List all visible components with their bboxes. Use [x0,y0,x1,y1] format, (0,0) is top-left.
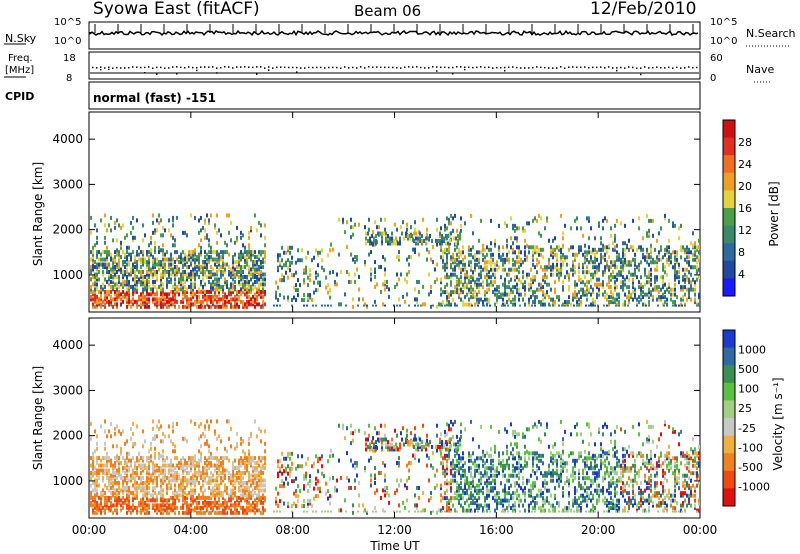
colorbar-swatch [723,435,735,454]
velocity-colorbar-label: Velocity [m s⁻¹] [771,377,785,470]
colorbar-swatch [723,208,735,227]
colorbar-swatch [723,382,735,401]
velocity-colorbar-tick: -1000 [738,480,770,493]
beam-label: Beam 06 [354,2,422,20]
velocity-colorbar-tick: 25 [738,402,752,415]
colorbar-swatch [723,155,735,174]
velocity-colorbar-tick: -100 [738,441,763,454]
cpid-text: normal (fast) -151 [93,91,216,105]
velocity-colorbar-tick: 100 [738,383,759,396]
y-tick-label: 4000 [52,132,83,146]
nave-tick-bottom: 0 [710,73,717,84]
x-axis-label: Time UT [369,539,420,553]
cpid-panel [88,81,701,110]
power-colorbar-tick: 8 [738,246,745,259]
power-colorbar: 4 8 12 16 20 24 28 Power [dB] [722,119,781,297]
velocity-colorbar-tick: 1000 [738,344,766,357]
y-tick-label: 2000 [52,429,83,443]
x-tick-label: 20:00 [581,523,616,537]
y-tick-label: 2000 [52,223,83,237]
colorbar-swatch [723,120,735,139]
nave-tick-top: 60 [710,53,723,64]
power-colorbar-label: Power [dB] [767,181,781,246]
colorbar-swatch [723,243,735,262]
y-tick-label: 3000 [52,177,83,191]
x-tick-label: 00:00 [72,523,107,537]
colorbar-swatch [723,225,735,244]
power-colorbar-tick: 24 [738,158,752,171]
colorbar-swatch [723,137,735,156]
freq-panel [4,51,772,83]
nsky-panel [4,21,790,50]
y-tick-label: 3000 [52,383,83,397]
freq-tick-bottom: 8 [66,73,73,84]
colorbar-swatch [723,278,735,297]
freq-label-line2: [MHz] [5,65,35,76]
y-tick-label: 4000 [52,338,83,352]
x-tick-label: 08:00 [275,523,310,537]
date-label: 12/Feb/2010 [590,0,697,19]
freq-tick-top: 18 [63,53,76,64]
velocity-ylabel: Slant Range [km] [31,366,45,470]
nsky-tick-bottom: 10^0 [54,36,82,47]
velocity-colorbar-tick: 500 [738,363,759,376]
velocity-colorbar-tick: -500 [738,461,763,474]
nsky-label: N.Sky [5,32,37,45]
velocity-panel: 1000 2000 3000 4000 00:00 04:00 08:00 12:00 16:… [52,112,717,537]
power-colorbar-tick: 4 [738,268,745,281]
power-colorbar-tick: 20 [738,180,752,193]
colorbar-swatch [723,470,735,489]
colorbar-swatch [723,172,735,191]
nave-label: Nave [746,63,775,76]
power-ylabel: Slant Range [km] [31,162,45,266]
freq-label-line1: Freq. [8,53,33,64]
nsearch-label: N.Search [746,27,796,40]
colorbar-swatch [723,330,735,349]
power-colorbar-tick: 12 [738,224,752,237]
x-tick-label: 12:00 [377,523,412,537]
x-tick-label: 16:00 [479,523,514,537]
y-tick-label: 1000 [52,268,83,282]
colorbar-swatch [723,488,735,507]
colorbar-swatch [723,400,735,419]
nsky-tick-top: 10^5 [54,17,82,28]
y-tick-label: 1000 [52,474,83,488]
cpid-label: CPID [5,90,35,103]
colorbar-swatch [723,453,735,472]
velocity-colorbar-tick: -25 [738,422,756,435]
colorbar-swatch [723,418,735,437]
nsearch-tick-bottom: 10^0 [710,36,738,47]
x-tick-label: 00:00 [683,523,718,537]
colorbar-swatch [723,347,735,366]
colorbar-swatch [723,365,735,384]
station-title: Syowa East (fitACF) [93,0,260,19]
power-colorbar-tick: 28 [738,136,752,149]
nsearch-tick-top: 10^5 [710,17,738,28]
colorbar-swatch [723,260,735,279]
colorbar-swatch [723,190,735,209]
power-colorbar-tick: 16 [738,202,752,215]
power-panel: 1000 2000 3000 4000 [52,111,701,313]
x-tick-label: 04:00 [174,523,209,537]
velocity-colorbar: 1000 500 100 25 -25 -100 -500 -1000 Velocity [m… [722,329,785,507]
